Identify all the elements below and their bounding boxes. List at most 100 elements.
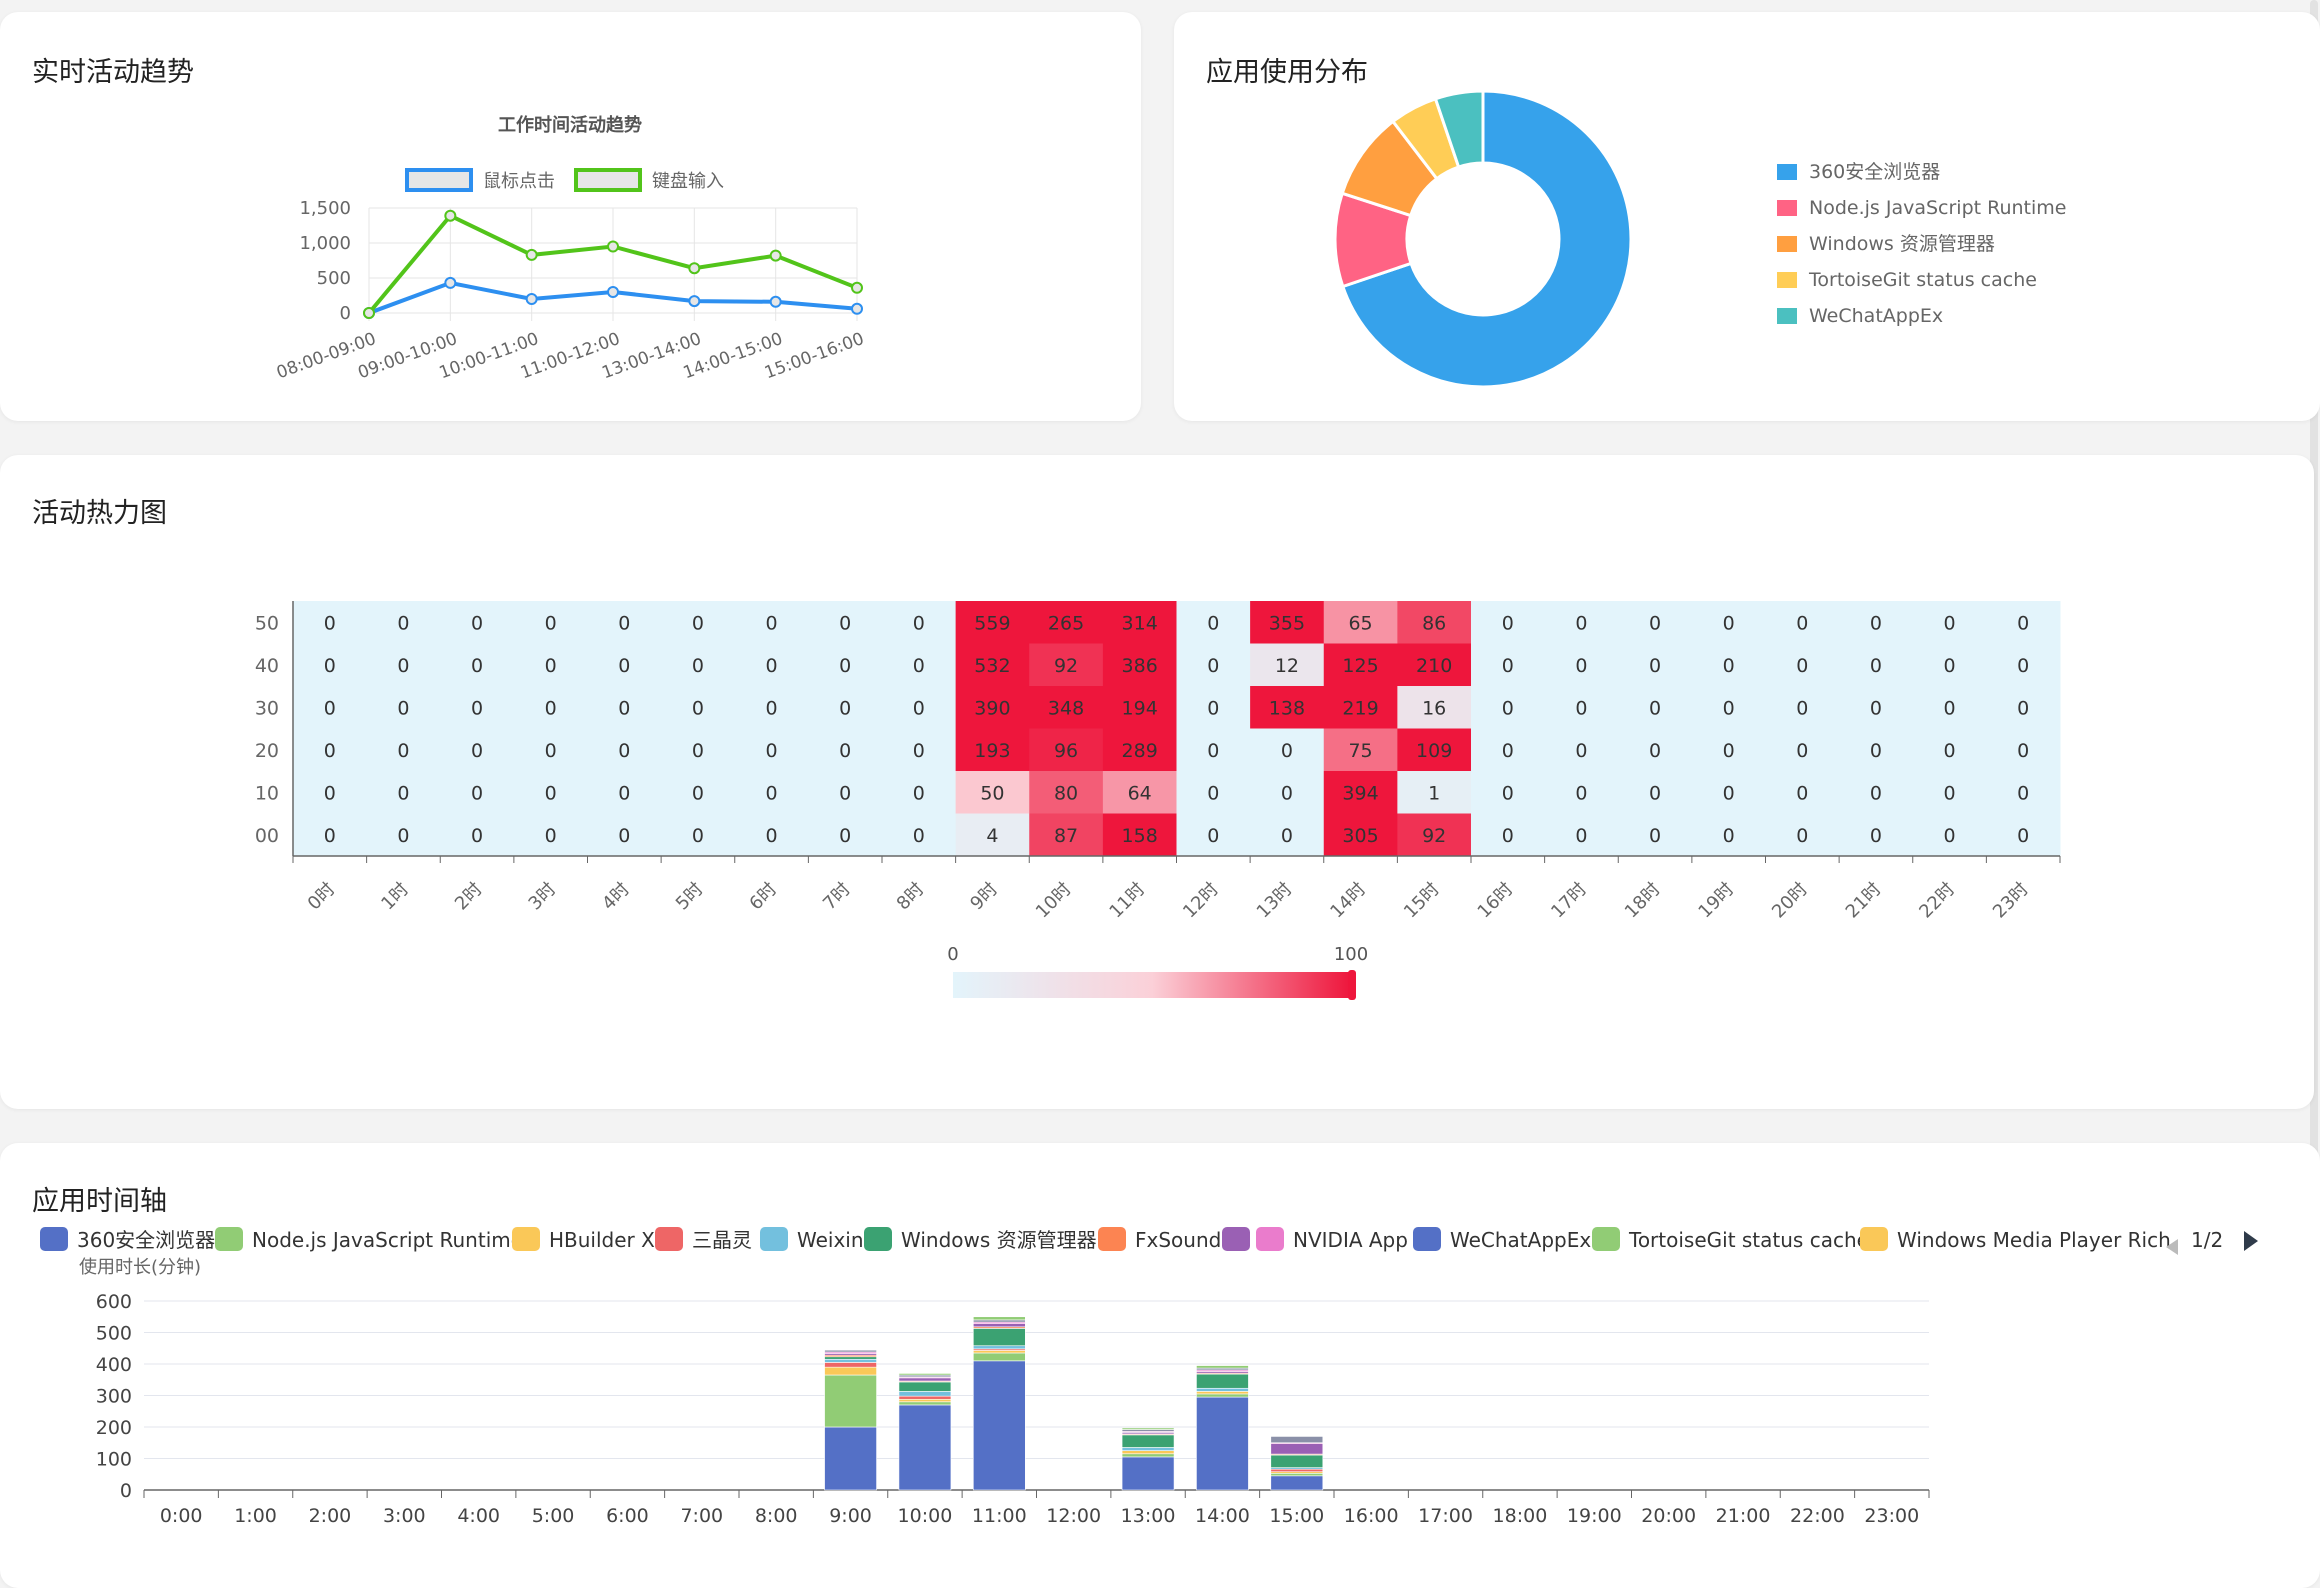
timeline-bar-segment[interactable] bbox=[898, 1377, 952, 1382]
heatmap-cell[interactable] bbox=[661, 771, 736, 814]
heatmap-cell[interactable] bbox=[366, 601, 441, 644]
timeline-bar-segment[interactable] bbox=[1121, 1427, 1175, 1430]
heatmap-cell[interactable] bbox=[513, 728, 588, 772]
heatmap-cell[interactable] bbox=[882, 728, 957, 772]
pie-legend-label[interactable]: WeChatAppEx bbox=[1809, 305, 1943, 327]
timeline-legend-label[interactable]: Windows Media Player Rich bbox=[1897, 1228, 2171, 1252]
heatmap-cell[interactable] bbox=[1839, 686, 1914, 729]
visual-map-handle[interactable] bbox=[1348, 970, 1356, 1000]
heatmap-cell[interactable] bbox=[1102, 686, 1177, 729]
heatmap-cell[interactable] bbox=[1471, 686, 1546, 729]
trend-data-point[interactable] bbox=[525, 293, 538, 305]
heatmap-cell[interactable] bbox=[1029, 813, 1104, 857]
heatmap-cell[interactable] bbox=[1765, 771, 1840, 814]
heatmap-cell[interactable] bbox=[1250, 771, 1325, 814]
heatmap-cell[interactable] bbox=[882, 643, 957, 687]
heatmap-cell[interactable] bbox=[1618, 686, 1693, 729]
timeline-bar-segment[interactable] bbox=[1270, 1443, 1324, 1455]
heatmap-cell[interactable] bbox=[661, 813, 736, 857]
heatmap-cell[interactable] bbox=[1176, 601, 1251, 644]
heatmap-cell[interactable] bbox=[734, 601, 809, 644]
timeline-bar-segment[interactable] bbox=[898, 1391, 952, 1397]
heatmap-cell[interactable] bbox=[1986, 813, 2061, 857]
timeline-legend-swatch[interactable] bbox=[1222, 1227, 1250, 1251]
app-doughnut-chart[interactable]: 360安全浏览器 Node.js JavaScript Runtime Window… bbox=[1174, 12, 2320, 421]
heatmap-cell[interactable] bbox=[513, 771, 588, 814]
timeline-legend-swatch[interactable] bbox=[40, 1227, 68, 1251]
heatmap-cell[interactable] bbox=[1250, 813, 1325, 857]
timeline-legend-label[interactable]: TortoiseGit status cache bbox=[1628, 1228, 1869, 1252]
heatmap-cell[interactable] bbox=[440, 813, 515, 857]
timeline-legend-swatch[interactable] bbox=[760, 1227, 788, 1251]
heatmap-cell[interactable] bbox=[1765, 601, 1840, 644]
pie-slice[interactable] bbox=[1433, 89, 1485, 169]
heatmap-cell[interactable] bbox=[293, 686, 368, 729]
heatmap-cell[interactable] bbox=[808, 813, 883, 857]
heatmap-cell[interactable] bbox=[1544, 601, 1619, 644]
pie-legend-swatch[interactable] bbox=[1777, 164, 1797, 180]
heatmap-cell[interactable] bbox=[1471, 728, 1546, 772]
timeline-bar-segment[interactable] bbox=[973, 1319, 1026, 1323]
trend-legend-label[interactable]: 鼠标点击 bbox=[483, 171, 555, 192]
trend-data-point[interactable] bbox=[444, 209, 457, 222]
timeline-legend-swatch[interactable] bbox=[1256, 1227, 1284, 1251]
heatmap-cell[interactable] bbox=[366, 728, 441, 772]
heatmap-cell[interactable] bbox=[440, 728, 515, 772]
heatmap-cell[interactable] bbox=[1471, 771, 1546, 814]
heatmap-cell[interactable] bbox=[587, 643, 662, 687]
trend-data-point[interactable] bbox=[688, 295, 701, 308]
trend-data-point[interactable] bbox=[525, 248, 538, 261]
heatmap-cell[interactable] bbox=[1471, 643, 1546, 687]
heatmap-cell[interactable] bbox=[1176, 728, 1251, 772]
timeline-bar-segment[interactable] bbox=[1196, 1393, 1249, 1398]
heatmap-cell[interactable] bbox=[1691, 601, 1766, 644]
timeline-bar-segment[interactable] bbox=[824, 1356, 877, 1360]
heatmap-cell[interactable] bbox=[1323, 601, 1398, 644]
heatmap-cell[interactable] bbox=[661, 686, 736, 729]
trend-data-point[interactable] bbox=[769, 295, 782, 308]
heatmap-cell[interactable] bbox=[1323, 728, 1398, 772]
heatmap-cell[interactable] bbox=[1397, 771, 1472, 814]
timeline-bar-segment[interactable] bbox=[1196, 1391, 1249, 1395]
heatmap-cell[interactable] bbox=[1691, 643, 1766, 687]
heatmap-cell[interactable] bbox=[882, 601, 957, 644]
heatmap-cell[interactable] bbox=[955, 813, 1030, 857]
timeline-legend-label[interactable]: 360安全浏览器 bbox=[77, 1228, 215, 1252]
timeline-legend-swatch[interactable] bbox=[1860, 1227, 1888, 1251]
timeline-bar-segment[interactable] bbox=[898, 1395, 952, 1400]
heatmap-cell[interactable] bbox=[513, 813, 588, 857]
heatmap-cell[interactable] bbox=[882, 813, 957, 857]
heatmap-cell[interactable] bbox=[1102, 771, 1177, 814]
heatmap-cell[interactable] bbox=[1912, 813, 1987, 857]
heatmap-cell[interactable] bbox=[1397, 813, 1472, 857]
heatmap-cell[interactable] bbox=[808, 771, 883, 814]
heatmap-cell[interactable] bbox=[1544, 771, 1619, 814]
heatmap-cell[interactable] bbox=[440, 643, 515, 687]
heatmap-cell[interactable] bbox=[1618, 813, 1693, 857]
timeline-legend-label[interactable]: HBuilder X bbox=[549, 1228, 655, 1252]
trend-data-point[interactable] bbox=[607, 240, 619, 253]
trend-legend-swatch[interactable] bbox=[405, 168, 473, 192]
heatmap-cell[interactable] bbox=[1029, 728, 1104, 772]
heatmap-cell[interactable] bbox=[1691, 728, 1766, 772]
trend-data-point[interactable] bbox=[607, 286, 619, 298]
page-scrollbar[interactable] bbox=[2310, 0, 2318, 1395]
pie-legend-label[interactable]: 360安全浏览器 bbox=[1809, 161, 1940, 183]
heatmap-cell[interactable] bbox=[513, 643, 588, 687]
heatmap-cell[interactable] bbox=[734, 728, 809, 772]
heatmap-cell[interactable] bbox=[1176, 643, 1251, 687]
timeline-bar-segment[interactable] bbox=[973, 1360, 1026, 1491]
heatmap-cell[interactable] bbox=[1765, 813, 1840, 857]
heatmap-cell[interactable] bbox=[293, 643, 368, 687]
heatmap-cell[interactable] bbox=[1397, 686, 1472, 729]
timeline-bar-segment[interactable] bbox=[898, 1404, 952, 1491]
heatmap-cell[interactable] bbox=[440, 601, 515, 644]
heatmap-cell[interactable] bbox=[1986, 728, 2061, 772]
pie-legend-swatch[interactable] bbox=[1777, 272, 1797, 288]
heatmap-cell[interactable] bbox=[1397, 601, 1472, 644]
heatmap-cell[interactable] bbox=[587, 771, 662, 814]
heatmap-cell[interactable] bbox=[955, 728, 1030, 772]
heatmap-cell[interactable] bbox=[1471, 813, 1546, 857]
heatmap-cell[interactable] bbox=[1618, 643, 1693, 687]
